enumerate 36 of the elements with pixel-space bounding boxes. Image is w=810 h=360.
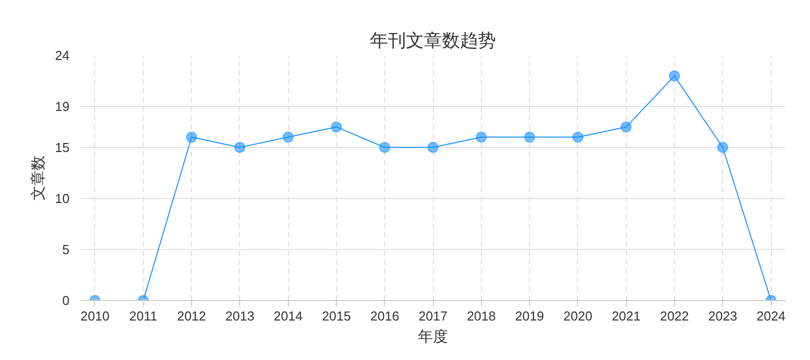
point bbox=[234, 142, 246, 153]
y-tick-label: 0 bbox=[62, 293, 70, 308]
x-tick-label: 2013 bbox=[225, 308, 254, 324]
point bbox=[572, 132, 584, 143]
x-tick-label: 2011 bbox=[129, 308, 158, 324]
x-tick-label: 2019 bbox=[515, 308, 544, 324]
y-tick-label: 15 bbox=[55, 140, 70, 155]
x-tick-label: 2016 bbox=[370, 308, 400, 324]
x-tick-label: 2014 bbox=[274, 308, 303, 324]
x-tick-label: 2022 bbox=[660, 308, 689, 324]
x-tick-label: 2017 bbox=[418, 308, 448, 324]
x-tick-label: 2020 bbox=[563, 308, 592, 324]
point bbox=[428, 142, 438, 153]
x-axis-title: 年度 bbox=[418, 328, 448, 346]
point bbox=[524, 132, 536, 143]
point bbox=[282, 132, 294, 143]
x-tick-label: 2015 bbox=[322, 308, 351, 324]
y-tick-label: 24 bbox=[55, 48, 70, 63]
point bbox=[668, 70, 680, 82]
point bbox=[476, 132, 487, 143]
x-tick-label: 2021 bbox=[612, 308, 641, 324]
y-tick-label: 10 bbox=[55, 190, 70, 206]
point bbox=[620, 121, 632, 132]
point bbox=[330, 121, 342, 132]
x-tick-label: 2012 bbox=[177, 308, 206, 324]
x-tick-label: 2024 bbox=[756, 308, 786, 324]
x-tick-label: 2010 bbox=[80, 308, 110, 324]
x-tick-label: 2018 bbox=[466, 308, 496, 324]
point bbox=[186, 132, 198, 143]
y-tick-label: 5 bbox=[62, 242, 70, 257]
x-tick-label: 2023 bbox=[708, 308, 738, 324]
y-tick-label: 19 bbox=[55, 99, 70, 114]
chart-title: 年刊文章数趋势 bbox=[370, 30, 496, 50]
y-axis-title: 文章数 bbox=[30, 156, 48, 200]
point bbox=[379, 142, 390, 153]
point bbox=[717, 142, 728, 153]
